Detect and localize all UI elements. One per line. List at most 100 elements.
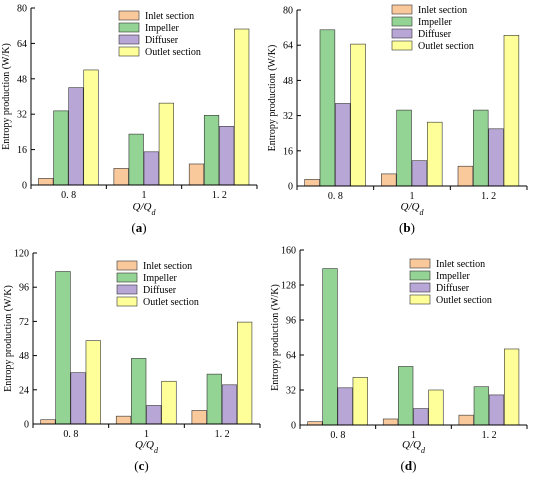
legend-label-inlet-section: Inlet section — [418, 5, 467, 16]
y-axis-label: Entropy production (W/K) — [1, 43, 12, 150]
bar-diffuser-1 — [337, 387, 353, 426]
y-tick-label: 64 — [286, 351, 296, 362]
panel-label: (b) — [399, 220, 415, 235]
y-axis-label: Entropy production (W/K) — [3, 285, 14, 392]
bar-diffuser-2 — [146, 405, 162, 425]
legend-label-outlet-section: Outlet section — [436, 295, 492, 306]
y-tick-label: 128 — [281, 281, 296, 292]
y-tick-label: 160 — [281, 246, 296, 257]
chart-panel-d: 0 32 64 96 128 160 0. 8 1 1. 2 Q/Qd Entropy produc… — [270, 246, 528, 473]
legend-swatch-diffuser — [409, 282, 431, 293]
bar-impeller-3 — [473, 109, 489, 187]
y-tick-label: 80 — [17, 4, 27, 15]
y-tick-label: 64 — [17, 39, 27, 50]
x-axis-label: Q/Qd — [133, 201, 157, 217]
bar-inlet-section-3 — [458, 414, 474, 426]
bar-diffuser-3 — [221, 384, 238, 425]
legend-swatch-diffuser — [118, 34, 140, 45]
y-tick-label: 0 — [288, 182, 293, 193]
y-tick-label: 48 — [17, 74, 27, 85]
legend-swatch-outlet-section — [116, 296, 138, 307]
panel-label: (a) — [131, 220, 146, 235]
bar-inlet-section-2 — [381, 173, 397, 187]
y-tick-label: 96 — [19, 283, 29, 294]
x-tick-label: 1 — [411, 430, 416, 441]
y-axis-label: Entropy production (W/K) — [267, 45, 278, 152]
x-tick-label: 0. 8 — [328, 191, 343, 202]
x-tick-label: 1. 2 — [212, 190, 227, 201]
y-tick-label: 32 — [286, 386, 296, 397]
legend-label-inlet-section: Inlet section — [143, 261, 192, 272]
bar-inlet-section-3 — [457, 165, 474, 187]
legend-label-outlet-section: Outlet section — [143, 297, 199, 308]
legend-swatch-outlet-section — [409, 294, 431, 305]
y-tick-label: 24 — [19, 385, 29, 396]
bar-diffuser-1 — [68, 87, 84, 186]
y-axis-label: Entropy production (W/K) — [270, 284, 281, 391]
bar-inlet-section-3 — [188, 163, 205, 186]
x-tick-label: 1 — [142, 190, 147, 201]
bar-impeller-1 — [322, 268, 338, 426]
y-tick-label: 48 — [283, 76, 293, 87]
legend-label-diffuser: Diffuser — [143, 285, 177, 296]
x-tick-label: 0. 8 — [61, 190, 76, 201]
y-tick-label: 96 — [286, 316, 296, 327]
bar-inlet-section-2 — [113, 168, 129, 186]
legend-label-inlet-section: Inlet section — [436, 259, 485, 270]
x-tick-label: 1. 2 — [215, 429, 230, 440]
legend-label-impeller: Impeller — [145, 23, 180, 34]
y-tick-label: 80 — [283, 6, 293, 17]
y-tick-label: 16 — [283, 146, 293, 157]
bar-diffuser-3 — [488, 394, 505, 426]
bar-impeller-2 — [131, 358, 147, 425]
bar-diffuser-3 — [488, 128, 504, 187]
y-tick-label: 16 — [17, 145, 27, 156]
legend-swatch-impeller — [409, 270, 431, 281]
legend-label-impeller: Impeller — [418, 17, 453, 28]
legend-label-diffuser: Diffuser — [436, 283, 470, 294]
panel-label: (c) — [134, 458, 148, 473]
bar-diffuser-1 — [335, 103, 351, 187]
bar-outlet-section-1 — [83, 69, 99, 186]
bar-inlet-section-1 — [38, 178, 54, 186]
bar-inlet-section-1 — [304, 179, 320, 187]
bar-impeller-3 — [473, 386, 489, 426]
bar-impeller-3 — [206, 373, 222, 425]
chart-panel-a: 0 16 32 48 64 80 0. 8 1 1. 2 Q/Qd Entropy producti… — [1, 4, 258, 235]
bar-inlet-section-1 — [40, 419, 56, 425]
bar-inlet-section-2 — [115, 415, 132, 425]
x-tick-label: 0. 8 — [330, 430, 345, 441]
legend-swatch-impeller — [391, 16, 413, 27]
legend-label-diffuser: Diffuser — [418, 29, 452, 40]
bar-impeller-1 — [319, 29, 336, 187]
y-tick-label: 48 — [19, 351, 29, 362]
bar-diffuser-3 — [219, 126, 235, 186]
legend-label-impeller: Impeller — [436, 271, 471, 282]
y-tick-label: 64 — [283, 41, 293, 52]
y-tick-label: 0 — [291, 421, 296, 432]
legend-swatch-impeller — [118, 22, 140, 33]
bar-diffuser-1 — [70, 372, 86, 425]
y-tick-label: 32 — [17, 110, 27, 121]
bar-impeller-1 — [53, 110, 69, 186]
legend-swatch-inlet-section — [391, 4, 413, 15]
y-tick-label: 0 — [22, 181, 27, 192]
bar-outlet-section-2 — [428, 389, 444, 426]
bar-diffuser-2 — [411, 160, 428, 187]
bar-outlet-section-1 — [85, 340, 101, 425]
legend-swatch-inlet-section — [118, 10, 140, 21]
legend-swatch-diffuser — [116, 284, 138, 295]
bar-outlet-section-2 — [161, 380, 177, 425]
x-axis-label: Q/Qd — [401, 201, 425, 217]
legend-label-impeller: Impeller — [143, 273, 178, 284]
bar-inlet-section-3 — [191, 410, 207, 425]
legend-swatch-inlet-section — [409, 258, 431, 269]
legend-swatch-diffuser — [391, 28, 413, 39]
bar-outlet-section-3 — [503, 34, 520, 187]
y-tick-label: 0 — [24, 420, 29, 431]
bar-impeller-2 — [128, 133, 144, 186]
bar-outlet-section-2 — [427, 121, 443, 187]
bar-outlet-section-3 — [503, 348, 520, 426]
bar-diffuser-2 — [143, 151, 159, 186]
